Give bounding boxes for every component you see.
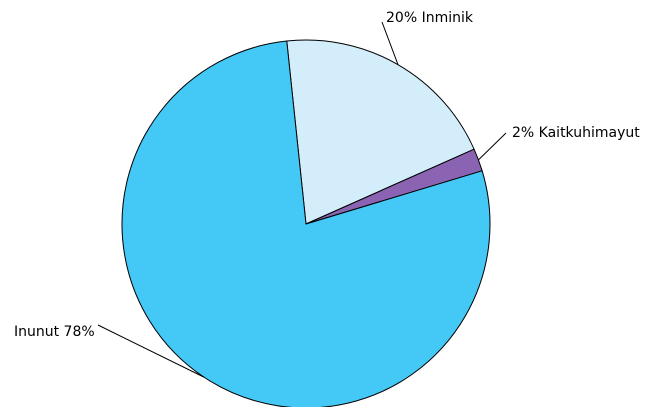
leader-line-inunut — [97, 324, 205, 378]
labels-layer: 20% Inminik 2% Kaitkuhimayut Inunut 78% — [14, 10, 640, 378]
slice-label-inminik: 20% Inminik — [386, 10, 474, 26]
slices-layer — [121, 39, 491, 409]
pie-slice-inminik — [286, 39, 475, 225]
leader-line-inminik — [381, 21, 399, 65]
slice-label-kaitkuhimayut: 2% Kaitkuhimayut — [512, 125, 640, 141]
pie-slice-inunut — [121, 40, 491, 409]
leader-line-kaitkuhimayut — [478, 132, 507, 161]
slice-label-inunut: Inunut 78% — [14, 324, 95, 340]
